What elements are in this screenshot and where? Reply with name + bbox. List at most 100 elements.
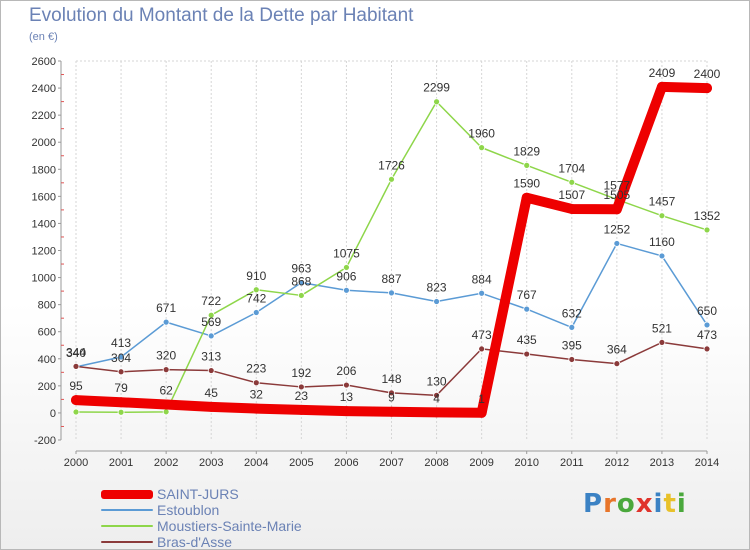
data-point [658,252,666,260]
data-point [703,226,711,234]
proxiti-logo: Proxiti [583,489,687,519]
y-tick-label: 200 [38,381,56,393]
data-label: 62 [159,384,173,398]
logo-letter: o [616,489,636,519]
data-point [478,345,486,353]
legend-swatch [101,489,153,499]
axis-layer: -200 0 200 400 600 800 1000 1200 1400 1600 1800 200… [32,56,720,469]
y-tick-label: 1800 [32,164,56,176]
data-point [568,323,576,331]
data-point [116,397,127,408]
data-label: 632 [562,306,582,320]
data-label: 473 [697,328,717,342]
data-label: 304 [111,351,131,365]
logo-letter: t [663,489,677,519]
data-point [117,353,125,361]
data-label: 1577 [604,178,631,192]
legend-label: Moustiers-Sainte-Marie [157,518,302,534]
chart-subtitle: (en €) [29,31,58,43]
x-tick-label: 2001 [109,457,133,469]
data-point [252,286,260,294]
data-label: 45 [205,386,219,400]
data-label: 650 [697,304,717,318]
data-label: 569 [201,315,221,329]
data-label: 2409 [649,66,676,80]
data-label: 2299 [423,81,450,95]
y-tick-label: 1200 [32,246,56,258]
data-label: 435 [517,333,537,347]
data-point [341,406,352,417]
data-label: 1829 [513,144,540,158]
data-point [251,403,262,414]
data-label: 1704 [558,161,585,175]
data-point [703,321,711,329]
data-label: 722 [201,294,221,308]
y-tick-label: -200 [34,435,56,447]
logo-letter: i [676,489,687,519]
data-label: 130 [427,374,447,388]
data-label: 887 [381,272,401,286]
data-label: 223 [246,362,266,376]
data-point [206,401,217,412]
x-tick-label: 2000 [64,457,88,469]
x-tick-label: 2002 [154,457,178,469]
data-point [388,175,395,183]
data-point [162,408,170,416]
data-label: 1960 [468,127,495,141]
data-point [431,407,442,418]
data-label: 1505 [604,188,631,202]
x-tick-label: 2014 [695,457,719,469]
data-point [523,305,531,313]
data-point [658,339,666,346]
x-tick-label: 2003 [199,457,223,469]
data-point [613,360,621,368]
data-point [523,161,531,169]
y-tick-label: 1000 [32,273,56,285]
x-tick-label: 2004 [244,457,268,469]
y-tick-label: 2400 [32,83,56,95]
data-point [252,379,260,387]
data-label: 192 [291,366,311,380]
data-point [523,350,531,358]
y-tick-label: 2200 [32,110,56,122]
data-point [117,408,125,416]
y-tick-label: 0 [50,408,56,420]
data-label: 2400 [694,67,721,81]
data-label: 868 [291,274,311,288]
logo-letter: i [653,489,664,519]
y-tick-label: 1400 [32,218,56,230]
y-tick-label: 2600 [32,56,56,68]
data-label: 313 [201,350,221,364]
data-point [343,381,350,389]
x-tick-label: 2009 [469,457,493,469]
y-tick-label: 2000 [32,137,56,149]
legend-label: Bras-d'Asse [157,534,233,550]
legend-swatch [101,541,153,543]
data-label: 1075 [333,246,360,260]
series-layer [71,81,712,418]
data-label: 1507 [558,188,585,202]
chart-title: Evolution du Montant de la Dette par Hab… [29,5,414,26]
data-point [703,345,711,353]
data-label: 413 [111,336,131,350]
data-label: 767 [517,288,537,302]
data-point [478,289,486,297]
legend: SAINT-JURS Estoublon Moustiers-Sainte-Mari… [101,486,302,550]
data-label: 521 [652,321,672,335]
data-label: 79 [114,381,128,395]
legend-swatch [101,525,153,527]
data-label: 742 [246,291,266,305]
data-point [611,204,622,215]
data-point [162,366,170,374]
data-point [343,286,350,294]
data-point [521,192,532,203]
legend-item: Estoublon [101,502,302,518]
data-label: 1160 [649,235,675,249]
x-tick-label: 2011 [560,457,584,469]
data-point [478,144,486,152]
data-label: 320 [156,349,176,363]
data-label-layer: 95 79 62 45 32 23 13 9 4 1 1590 1507 1505 2409 2400 340… [66,66,721,406]
x-tick-label: 2013 [650,457,674,469]
data-label: 13 [340,390,354,404]
data-point [297,292,305,299]
